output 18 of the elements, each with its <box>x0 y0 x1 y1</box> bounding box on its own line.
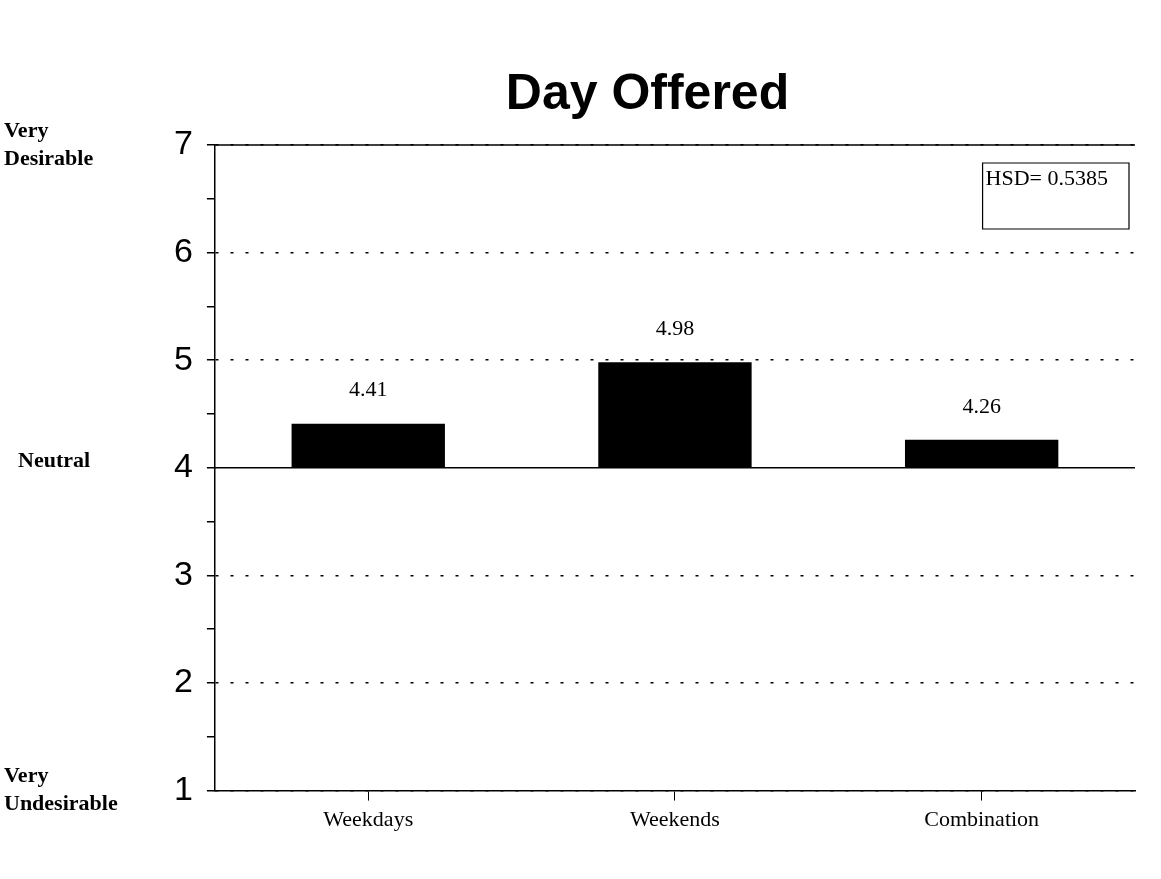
y-tick-label: 2 <box>173 661 193 700</box>
y-tick-label: 4 <box>173 446 193 485</box>
y-tick-label: 7 <box>173 123 193 162</box>
ref-line-label: Neutral <box>18 447 91 473</box>
x-tick-label: Combination <box>924 805 1040 831</box>
data-label: 4.98 <box>655 315 695 341</box>
y-tick-label: 5 <box>173 338 193 377</box>
text: Very Undesirable <box>4 762 118 816</box>
y-tick-label: 6 <box>173 230 193 269</box>
data-label: 4.26 <box>962 392 1001 418</box>
data-label: 4.41 <box>349 376 388 402</box>
y-tick-label: 1 <box>173 768 193 807</box>
y-tick-label: 3 <box>173 553 193 592</box>
x-tick-label: Weekdays <box>323 805 414 831</box>
chart-title: Day Offered <box>505 63 790 120</box>
annotation: HSD= 0.5385 <box>985 164 1108 190</box>
text: Very Desirable <box>4 116 94 170</box>
x-tick-label: Weekends <box>630 805 720 831</box>
